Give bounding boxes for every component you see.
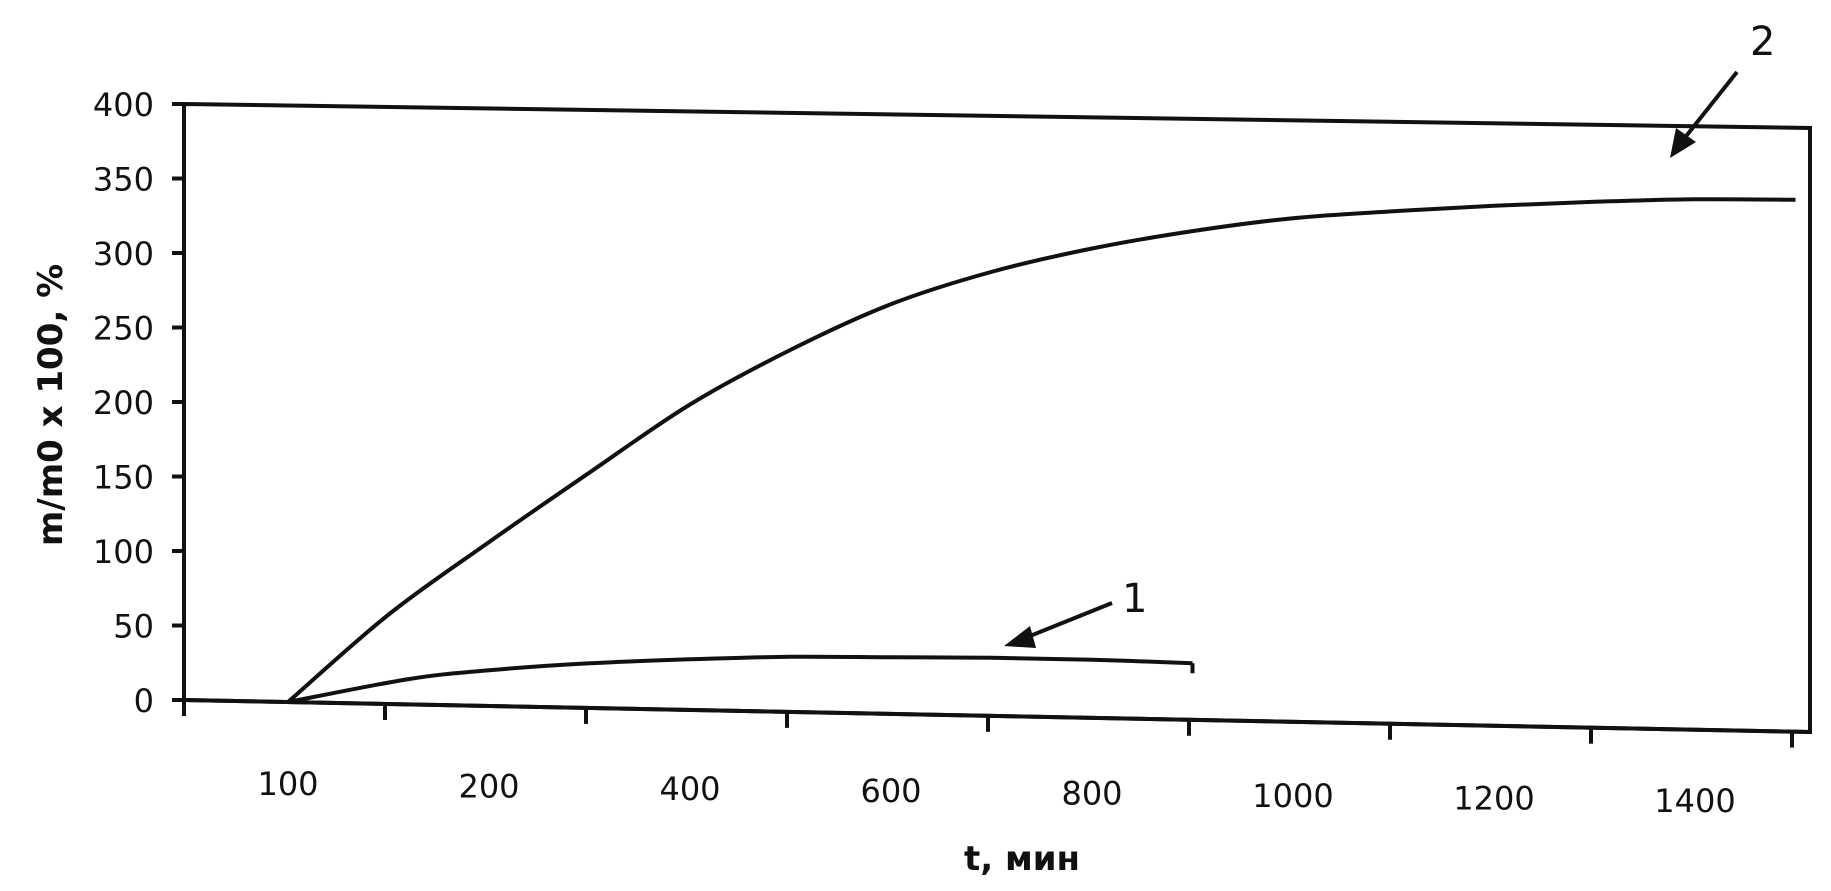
y-tick-label: 400 <box>93 86 154 124</box>
plot-frame <box>184 104 1810 732</box>
series-group <box>288 199 1796 702</box>
y-tick-label: 0 <box>134 682 154 720</box>
y-tick-label: 300 <box>93 235 154 273</box>
x-tick-label: 100 <box>257 765 318 803</box>
arrow-1-head <box>1004 626 1036 648</box>
arrow-2-line <box>1683 72 1737 140</box>
x-tick-label: 1200 <box>1453 779 1534 817</box>
y-tick-label: 200 <box>93 384 154 422</box>
y-tick-label: 150 <box>93 459 154 497</box>
y-tick-label: 250 <box>93 310 154 348</box>
x-tick-label: 400 <box>659 770 720 808</box>
series-2-label: 2 <box>1750 19 1775 65</box>
x-tick-label: 600 <box>860 772 921 810</box>
y-tick-label: 50 <box>113 608 154 646</box>
arrow-2-head <box>1670 128 1696 158</box>
x-tick-label: 200 <box>458 767 519 805</box>
x-tick-label: 1400 <box>1654 782 1735 820</box>
x-axis <box>184 700 1810 732</box>
x-tick-group: 100 200 400 600 800 1000 1200 1400 <box>184 700 1792 820</box>
x-tick-label: 800 <box>1061 775 1122 813</box>
series-2-line <box>288 199 1796 702</box>
series-1-line <box>288 657 1193 702</box>
y-axis-title: m/m0 x 100, % <box>31 264 71 546</box>
y-tick-group: 0 50 100 150 200 250 300 350 400 <box>93 86 184 720</box>
x-axis-title: t, мин <box>964 839 1080 879</box>
y-tick-label: 100 <box>93 533 154 571</box>
x-tick-label: 1000 <box>1252 777 1333 815</box>
series-1-label: 1 <box>1122 576 1147 622</box>
y-tick-label: 350 <box>93 161 154 199</box>
arrow-1-line <box>1020 603 1112 640</box>
